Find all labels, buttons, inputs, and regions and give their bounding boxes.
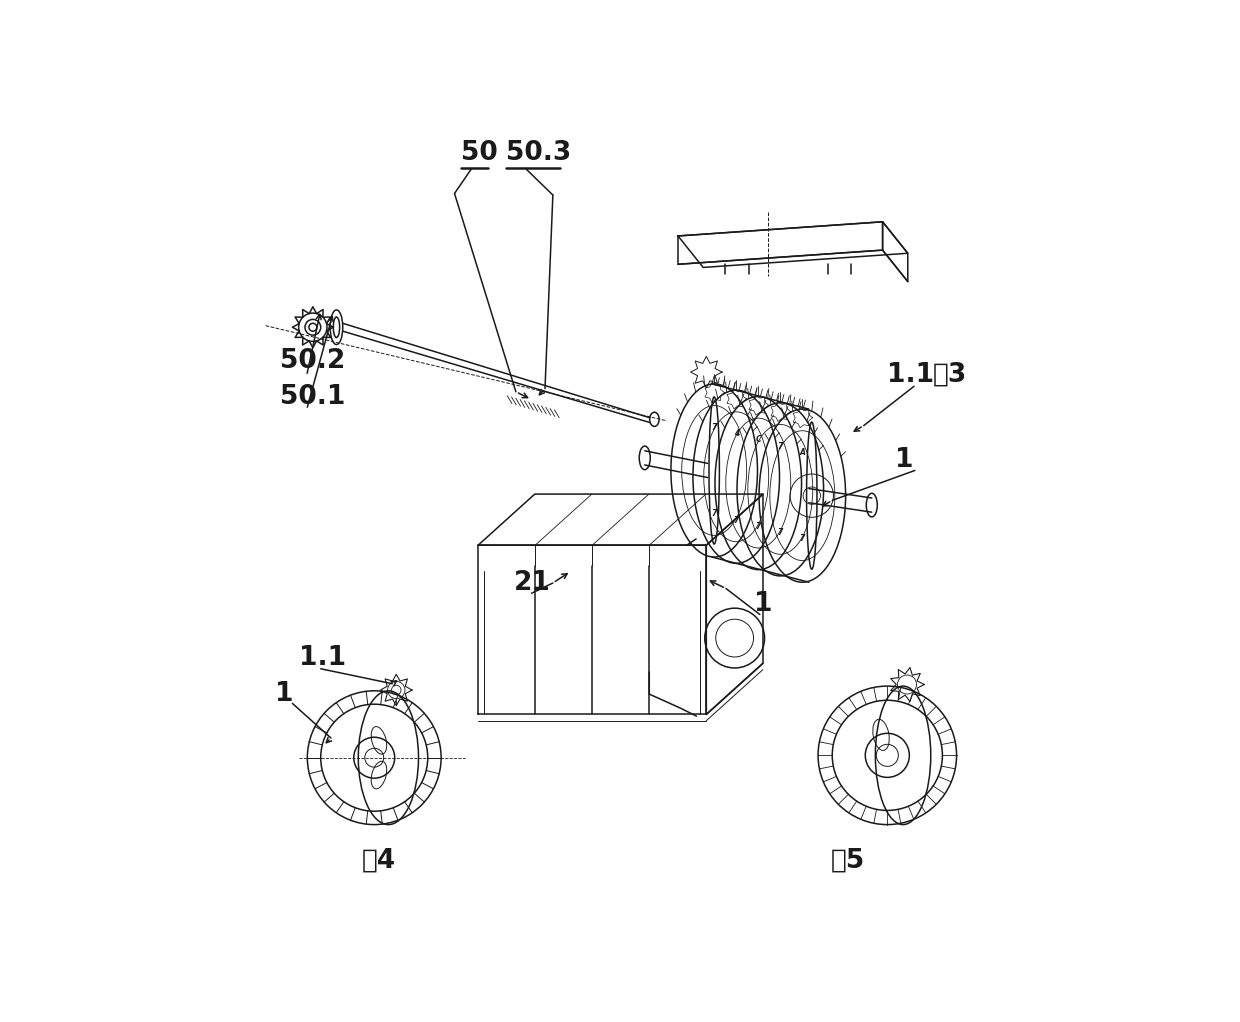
Text: 7: 7 xyxy=(777,528,782,538)
Text: 21: 21 xyxy=(515,570,552,597)
Text: 1.1: 1.1 xyxy=(888,362,935,387)
Text: C: C xyxy=(755,435,761,445)
Text: 7: 7 xyxy=(777,442,782,451)
Text: 1: 1 xyxy=(275,681,294,706)
Text: 图4: 图4 xyxy=(362,847,396,874)
Text: 图5: 图5 xyxy=(831,847,866,874)
Text: 7: 7 xyxy=(755,522,761,530)
Text: 1.1: 1.1 xyxy=(299,645,346,671)
Text: 1: 1 xyxy=(754,591,773,617)
Text: 50.3: 50.3 xyxy=(506,140,570,166)
Text: 7: 7 xyxy=(712,509,717,518)
Text: 1: 1 xyxy=(895,447,914,473)
Text: 7: 7 xyxy=(734,515,739,524)
Text: 50.1: 50.1 xyxy=(280,384,345,410)
Text: 50.2: 50.2 xyxy=(280,349,345,374)
Text: A: A xyxy=(800,448,805,457)
Text: 图3: 图3 xyxy=(932,362,967,387)
Text: 4: 4 xyxy=(734,429,739,438)
Text: 50: 50 xyxy=(461,140,497,166)
Text: 7: 7 xyxy=(712,423,717,431)
Text: 7: 7 xyxy=(800,535,805,544)
